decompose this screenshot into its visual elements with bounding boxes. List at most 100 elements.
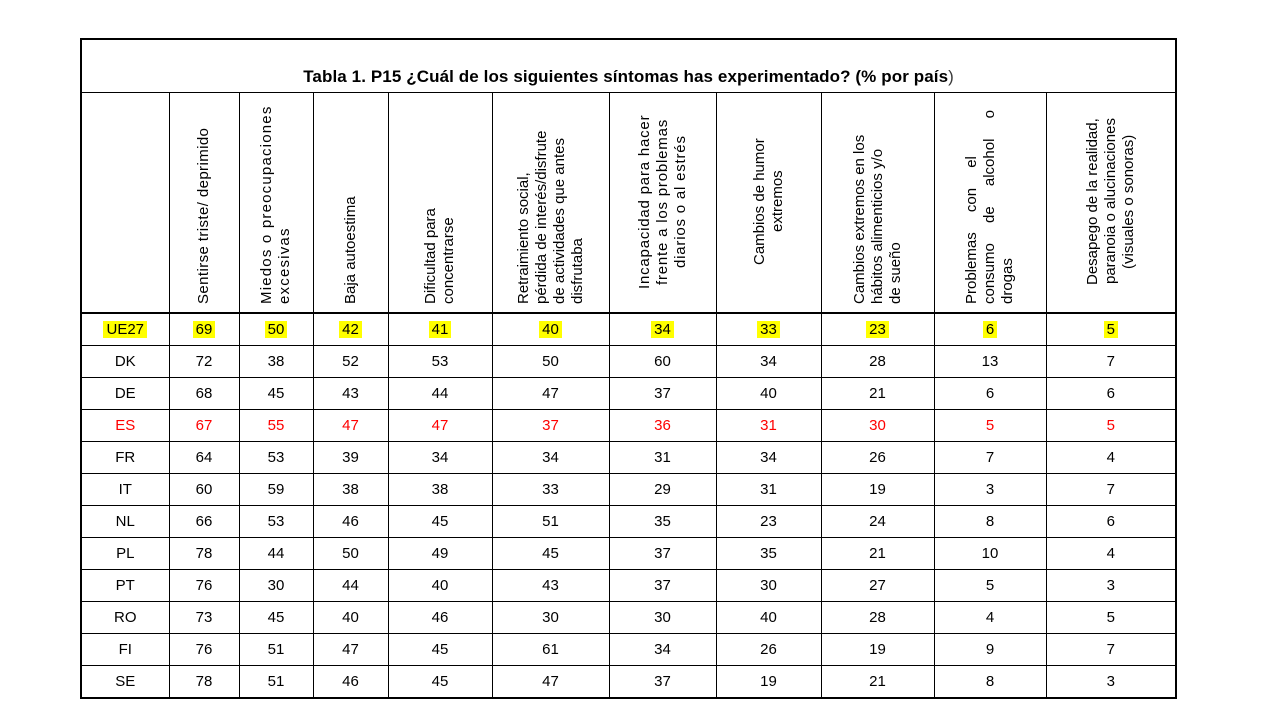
country-cell: UE27	[80, 312, 170, 346]
value-cell: 27	[820, 569, 935, 602]
cell-value: 30	[542, 609, 559, 626]
cell-value: 50	[342, 545, 359, 562]
cell-value: 4	[1106, 545, 1115, 562]
cell-value: 3	[985, 481, 995, 498]
value-cell: 37	[608, 665, 717, 699]
cell-value: 7	[1106, 353, 1115, 370]
country-cell: FI	[80, 633, 170, 666]
cell-value: 40	[760, 385, 777, 402]
table-row-es: ES 67 55 47 47 37 36 31 30 5 5	[80, 409, 1177, 442]
value-cell: 45	[387, 633, 493, 666]
value-cell: 33	[715, 312, 822, 346]
cell-value: 47	[431, 417, 449, 434]
value-cell: 43	[312, 377, 389, 410]
value-cell: 52	[312, 345, 389, 378]
value-cell: 23	[715, 505, 822, 538]
cell-value: 64	[195, 449, 213, 466]
value-cell: 5	[933, 569, 1047, 602]
value-cell: 53	[387, 345, 493, 378]
value-cell: 46	[312, 665, 389, 699]
value-cell: 21	[820, 537, 935, 570]
value-cell: 4	[1045, 537, 1177, 570]
cell-value: 35	[760, 545, 777, 562]
cell-value: 34	[760, 353, 777, 370]
value-cell: 46	[312, 505, 389, 538]
cell-value: 49	[431, 545, 449, 562]
value-cell: 45	[387, 665, 493, 699]
cell-value: 68	[195, 385, 213, 402]
column-header-cambios-humor: Cambios de humor extremos	[750, 138, 786, 265]
table-row-dk: DK 72 38 52 53 50 60 34 28 13 7	[80, 345, 1177, 378]
cell-value: 10	[981, 545, 999, 562]
column-header-cell: Baja autoestima	[312, 92, 389, 314]
cell-value: 36	[654, 417, 671, 434]
column-header-retraimiento-social: Retraimiento social, pérdida de interés/…	[514, 130, 586, 304]
value-cell: 5	[1045, 601, 1177, 634]
value-cell: 6	[933, 377, 1047, 410]
value-cell: 6	[933, 312, 1047, 346]
table-container: Tabla 1. P15 ¿Cuál de los siguientes sín…	[80, 38, 1178, 699]
value-cell: 34	[715, 345, 822, 378]
value-cell: 6	[1045, 377, 1177, 410]
value-cell: 31	[608, 441, 717, 474]
value-cell: 42	[312, 312, 389, 346]
table-title-paren: )	[948, 67, 954, 86]
column-header-cell: Problemas con el consumo de alcohol o dr…	[933, 92, 1047, 314]
cell-value: 43	[342, 385, 359, 402]
country-label: IT	[118, 481, 132, 498]
value-cell: 37	[608, 569, 717, 602]
cell-value: 76	[195, 577, 213, 594]
value-cell: 28	[820, 345, 935, 378]
country-cell: NL	[80, 505, 170, 538]
country-label: SE	[115, 673, 136, 690]
table-row-ue27: UE27 69 50 42 41 40 34 33 23 6 5	[80, 312, 1177, 346]
cell-value: 78	[195, 673, 213, 690]
value-cell: 6	[1045, 505, 1177, 538]
cell-value: 34	[654, 641, 671, 658]
value-cell: 8	[933, 505, 1047, 538]
cell-value: 66	[195, 513, 213, 530]
value-cell: 38	[238, 345, 314, 378]
value-cell: 3	[933, 473, 1047, 506]
value-cell: 78	[168, 665, 240, 699]
country-cell: DE	[80, 377, 170, 410]
value-cell: 28	[820, 601, 935, 634]
cell-value: 26	[760, 641, 777, 658]
cell-value: 40	[431, 577, 449, 594]
column-header-baja-autoestima: Baja autoestima	[341, 196, 359, 304]
table-row-it: IT 60 59 38 38 33 29 31 19 3 7	[80, 473, 1177, 506]
value-cell: 4	[1045, 441, 1177, 474]
value-cell: 51	[491, 505, 610, 538]
value-cell: 78	[168, 537, 240, 570]
cell-value: 45	[431, 513, 449, 530]
table-title: Tabla 1. P15 ¿Cuál de los siguientes sín…	[303, 67, 949, 86]
value-cell: 68	[168, 377, 240, 410]
value-cell: 64	[168, 441, 240, 474]
column-header-dificultad-concentrarse: Dificultad para concentrarse	[422, 208, 457, 304]
cell-value: 37	[654, 385, 671, 402]
cell-value: 78	[195, 545, 213, 562]
cell-value: 21	[869, 385, 886, 402]
value-cell: 66	[168, 505, 240, 538]
value-cell: 40	[387, 569, 493, 602]
country-label: UE27	[103, 321, 148, 338]
value-cell: 21	[820, 377, 935, 410]
country-label: ES	[115, 417, 136, 434]
table-title-cell: Tabla 1. P15 ¿Cuál de los siguientes sín…	[80, 38, 1177, 93]
cell-value: 53	[267, 513, 285, 530]
column-header-cambios-habitos-sueno: Cambios extremos en los hábitos alimenti…	[850, 134, 904, 304]
value-cell: 9	[933, 633, 1047, 666]
cell-value: 33	[542, 481, 559, 498]
column-header-miedos-preocupaciones: Miedos o preocupaciones excesivas	[258, 105, 293, 304]
cell-value: 46	[342, 513, 359, 530]
value-cell: 7	[1045, 473, 1177, 506]
cell-value: 6	[982, 321, 998, 338]
table-row-se: SE 78 51 46 45 47 37 19 21 8 3	[80, 665, 1177, 699]
cell-value: 53	[267, 449, 285, 466]
cell-value: 21	[869, 545, 886, 562]
value-cell: 37	[608, 377, 717, 410]
cell-value: 21	[869, 673, 886, 690]
value-cell: 40	[491, 312, 610, 346]
value-cell: 59	[238, 473, 314, 506]
value-cell: 30	[238, 569, 314, 602]
